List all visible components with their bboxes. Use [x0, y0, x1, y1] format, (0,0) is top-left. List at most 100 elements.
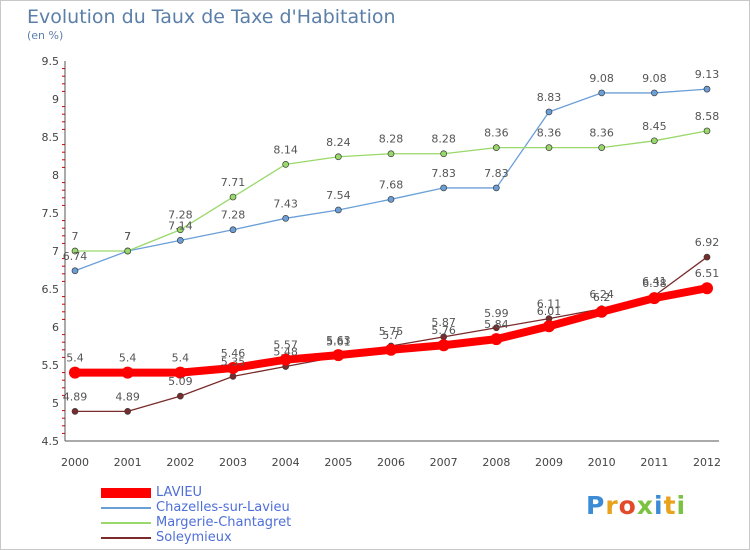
y-tick-label: 8.5 [42, 131, 60, 144]
data-label: 6.2 [593, 291, 611, 304]
legend-label: Soleymieux [156, 530, 232, 545]
data-label: 7 [72, 230, 79, 243]
data-label: 8.24 [326, 136, 351, 149]
x-tick-label: 2009 [535, 456, 563, 469]
y-tick-label: 4.5 [42, 435, 60, 448]
y-tick-label: 8 [52, 169, 59, 182]
data-label: 5.75 [379, 325, 404, 338]
data-label: 8.58 [695, 110, 720, 123]
data-label: 6.51 [695, 267, 720, 280]
data-label: 9.08 [642, 72, 667, 85]
data-label: 9.13 [695, 68, 720, 81]
x-tick-label: 2004 [272, 456, 300, 469]
data-point [650, 89, 658, 97]
x-tick-label: 2000 [61, 456, 89, 469]
data-label: 5.99 [484, 307, 509, 320]
data-label: 8.45 [642, 120, 667, 133]
data-point [176, 237, 184, 244]
legend-swatch-margerie [101, 522, 151, 524]
data-label: 7.68 [379, 178, 404, 191]
data-labels: 5.4 5.4 5.4 5.465.57 5.63 5.7 5.76 5.846.016.26… [63, 68, 720, 403]
data-label: 8.83 [537, 91, 562, 104]
data-label: 5.87 [431, 316, 456, 329]
data-point [440, 184, 448, 192]
data-label: 4.89 [115, 390, 140, 403]
data-point [71, 247, 79, 255]
data-label: 5.7 [382, 329, 400, 342]
data-point [385, 343, 397, 356]
data-label: 8.36 [589, 127, 614, 140]
data-point [124, 408, 132, 415]
data-label: 9.08 [589, 72, 614, 85]
data-point [387, 195, 395, 203]
chart-title: Evolution du Taux de Taxe d'Habitation [27, 6, 396, 28]
data-point [387, 150, 395, 158]
data-point [598, 144, 606, 151]
x-tick-label: 2007 [430, 456, 458, 469]
data-point [703, 127, 711, 135]
data-label: 6.38 [642, 277, 667, 290]
legend-label: LAVIEU [156, 485, 203, 500]
legend-swatch-chazelles [101, 507, 151, 509]
data-point [334, 153, 342, 161]
data-label: 5.46 [221, 347, 246, 360]
logo-letter: i [654, 491, 664, 520]
data-label: 7.28 [168, 209, 193, 222]
data-label: 8.36 [484, 127, 509, 140]
legend-item-soleymieux: Soleymieux [101, 530, 361, 545]
y-tick-label: 7 [52, 245, 59, 258]
data-label: 5.76 [431, 324, 456, 337]
data-point [598, 89, 606, 97]
data-point [650, 137, 658, 145]
data-label: 7.14 [168, 219, 193, 232]
data-point [279, 353, 292, 366]
data-point [282, 161, 290, 168]
data-label: 7.54 [326, 189, 351, 202]
legend-item-lavieu: LAVIEU [101, 485, 361, 500]
data-point [229, 226, 237, 234]
data-label: 8.28 [431, 133, 456, 146]
data-label: 5.84 [484, 318, 509, 331]
data-point [282, 214, 290, 222]
legend-label: Margerie-Chantagret [156, 515, 292, 530]
data-point [121, 366, 134, 379]
data-point [229, 373, 237, 380]
x-tick-label: 2006 [377, 456, 405, 469]
series-lines [69, 85, 713, 415]
data-label: 7.28 [221, 209, 246, 222]
data-point [176, 392, 184, 400]
data-point [648, 292, 661, 305]
data-label: 5.4 [119, 352, 137, 365]
data-point [71, 267, 79, 275]
data-point [543, 320, 555, 333]
legend-swatch-lavieu [101, 488, 151, 498]
data-point [124, 247, 132, 255]
x-tick-label: 2002 [166, 456, 194, 469]
x-tick-label: 2005 [324, 456, 352, 469]
data-label: 8.28 [379, 133, 404, 146]
logo-letter: r [605, 491, 619, 520]
data-label: 6.74 [63, 250, 88, 263]
y-tick-label: 6.5 [42, 283, 60, 296]
tick-labels: 4.5 5 5.5 6 6.5 7 7.5 8 8.5 9 9.5 2000 2001 2002 2003 2… [42, 55, 722, 469]
data-point [69, 366, 81, 379]
logo-letter: P [586, 491, 606, 520]
y-tick-label: 6 [52, 321, 59, 334]
data-point [229, 193, 237, 201]
y-tick-label: 5.5 [42, 359, 60, 372]
data-point [545, 144, 553, 151]
legend-swatch-soleymieux [101, 537, 151, 539]
data-point [332, 349, 345, 362]
y-tick-label: 7.5 [42, 207, 60, 220]
data-point [595, 305, 608, 318]
data-label: 5.4 [172, 352, 190, 365]
data-point [492, 324, 500, 332]
y-tick-label: 9.5 [42, 55, 60, 68]
x-tick-label: 2008 [482, 456, 510, 469]
data-label: 7.83 [484, 167, 509, 180]
logo-letter: x [636, 491, 654, 520]
legend-label: Chazelles-sur-Lavieu [156, 500, 290, 515]
data-label: 8.36 [537, 127, 562, 140]
